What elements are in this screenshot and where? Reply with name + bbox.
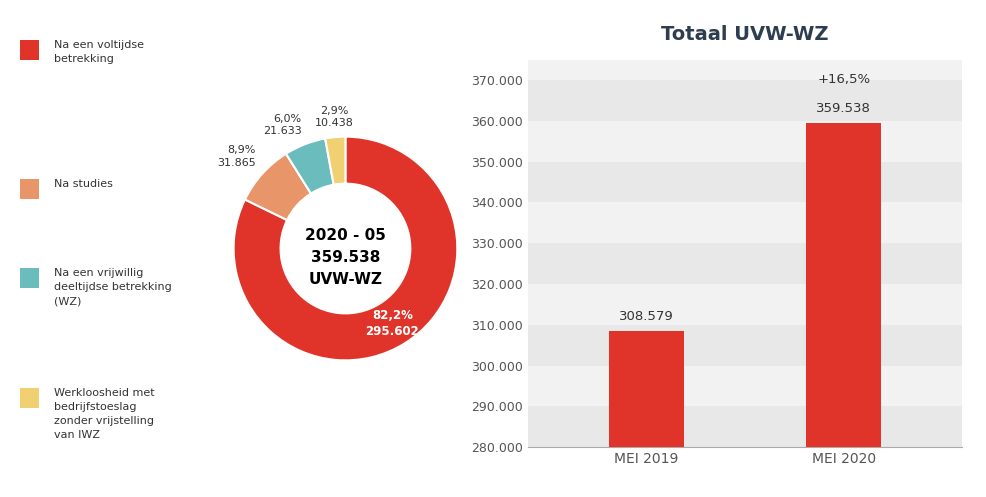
Wedge shape	[286, 139, 333, 193]
Bar	[528, 80, 961, 121]
Text: 2020 - 05: 2020 - 05	[305, 228, 386, 243]
Text: Na een voltijdse
betrekking: Na een voltijdse betrekking	[54, 40, 144, 64]
Text: 82,2%
295.602: 82,2% 295.602	[365, 309, 419, 338]
Text: 8,9%
31.865: 8,9% 31.865	[217, 145, 255, 168]
Bar	[528, 121, 961, 162]
Text: Na studies: Na studies	[54, 179, 113, 189]
Text: Totaal UVW-WZ: Totaal UVW-WZ	[661, 25, 828, 44]
Bar	[20, 179, 39, 199]
Text: Werkloosheid met
bedrijfstoeslag
zonder vrijstelling
van IWZ: Werkloosheid met bedrijfstoeslag zonder …	[54, 388, 155, 440]
Wedge shape	[324, 137, 345, 185]
Text: UVW-WZ: UVW-WZ	[309, 272, 382, 287]
Bar	[20, 40, 39, 60]
Bar	[528, 366, 961, 407]
Text: 359.538: 359.538	[815, 101, 871, 115]
Wedge shape	[234, 137, 457, 360]
Bar	[528, 162, 961, 202]
Text: 359.538: 359.538	[311, 250, 380, 265]
Text: +16,5%: +16,5%	[816, 73, 870, 86]
Text: 2,9%
10.438: 2,9% 10.438	[315, 106, 354, 128]
Bar	[528, 284, 961, 325]
Bar	[528, 243, 961, 284]
Bar	[528, 407, 961, 447]
Bar	[528, 325, 961, 366]
Wedge shape	[245, 154, 311, 220]
Bar	[20, 268, 39, 288]
Bar	[608, 331, 683, 497]
Bar	[20, 388, 39, 408]
Text: 6,0%
21.633: 6,0% 21.633	[262, 113, 302, 136]
Text: 308.579: 308.579	[618, 310, 673, 323]
Bar	[806, 123, 880, 497]
Text: Na een vrijwillig
deeltijdse betrekking
(WZ): Na een vrijwillig deeltijdse betrekking …	[54, 268, 172, 306]
Bar	[528, 202, 961, 243]
